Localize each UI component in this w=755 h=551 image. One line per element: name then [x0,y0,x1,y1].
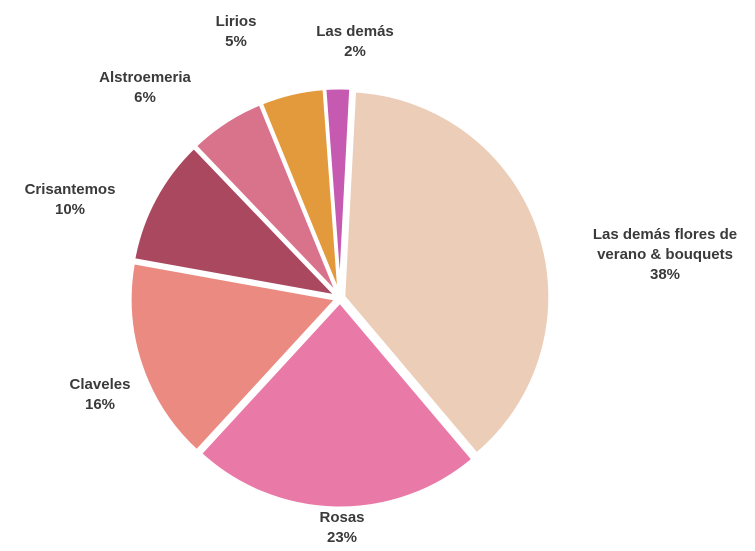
slice-label: Alstroemeria 6% [60,68,230,108]
slice-label: Lirios 5% [151,12,321,52]
slice-name: Alstroemeria [99,69,191,86]
slice-label: Rosas 23% [257,508,427,548]
slice-label: Crisantemos 10% [0,180,155,220]
slice-name: Claveles [69,376,131,393]
slice-value: 10% [54,201,86,218]
slice-value: 2% [344,43,366,60]
pie-slice [342,89,552,457]
slice-name: Lirios [215,13,257,30]
slice-value: 38% [649,266,681,283]
slice-name: Rosas [319,509,365,526]
pie-slice [131,145,341,299]
slice-value: 6% [134,89,156,106]
pie-slice [198,299,475,510]
slice-name: Las demás [316,23,394,40]
slice-label: Las demás 2% [270,22,440,62]
slice-name: Crisantemos [24,181,116,198]
pie-slice [128,261,340,454]
pie-slice [323,86,353,295]
slice-label: Las demás flores de verano & bouquets 38% [585,225,745,285]
slice-value: 23% [326,529,358,546]
slice-name: Las demás flores de verano & bouquets [592,226,738,263]
slice-label: Claveles 16% [15,375,185,415]
slice-value: 16% [84,396,116,413]
slice-value: 5% [225,33,247,50]
